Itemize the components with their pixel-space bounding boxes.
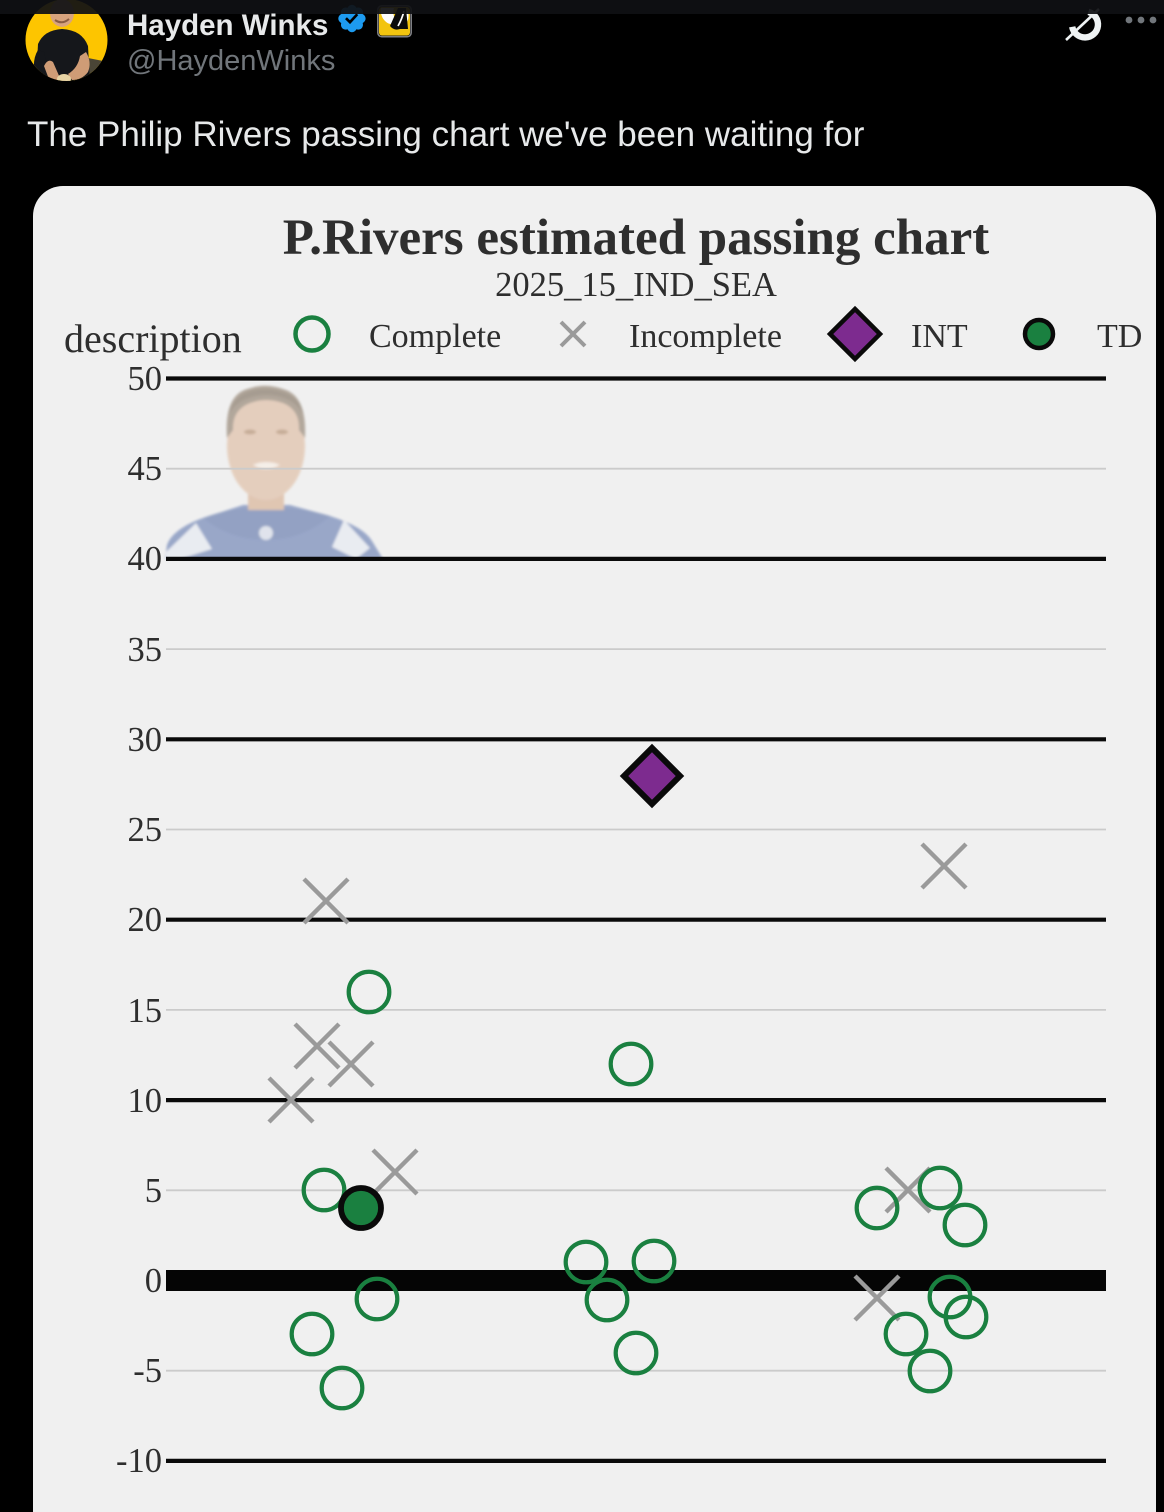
svg-text:35: 35	[128, 631, 163, 669]
svg-text:30: 30	[128, 721, 163, 759]
svg-text:15: 15	[128, 992, 163, 1030]
svg-text:45: 45	[128, 450, 163, 488]
svg-text:TD: TD	[1097, 318, 1142, 355]
svg-text:P.Rivers estimated passing cha: P.Rivers estimated passing chart	[283, 210, 989, 266]
svg-text:-10: -10	[116, 1442, 162, 1480]
svg-text:0: 0	[145, 1262, 162, 1300]
svg-text:Incomplete: Incomplete	[629, 318, 782, 355]
svg-text:2025_15_IND_SEA: 2025_15_IND_SEA	[495, 266, 777, 304]
svg-text:description: description	[64, 316, 242, 361]
svg-text:40: 40	[128, 540, 163, 578]
svg-text:-5: -5	[133, 1352, 162, 1390]
svg-text:INT: INT	[911, 318, 968, 355]
svg-text:10: 10	[128, 1082, 163, 1120]
svg-text:5: 5	[145, 1172, 162, 1210]
svg-text:50: 50	[128, 360, 163, 398]
svg-text:20: 20	[128, 901, 163, 939]
svg-text:Complete: Complete	[369, 318, 501, 355]
svg-text:25: 25	[128, 811, 163, 849]
